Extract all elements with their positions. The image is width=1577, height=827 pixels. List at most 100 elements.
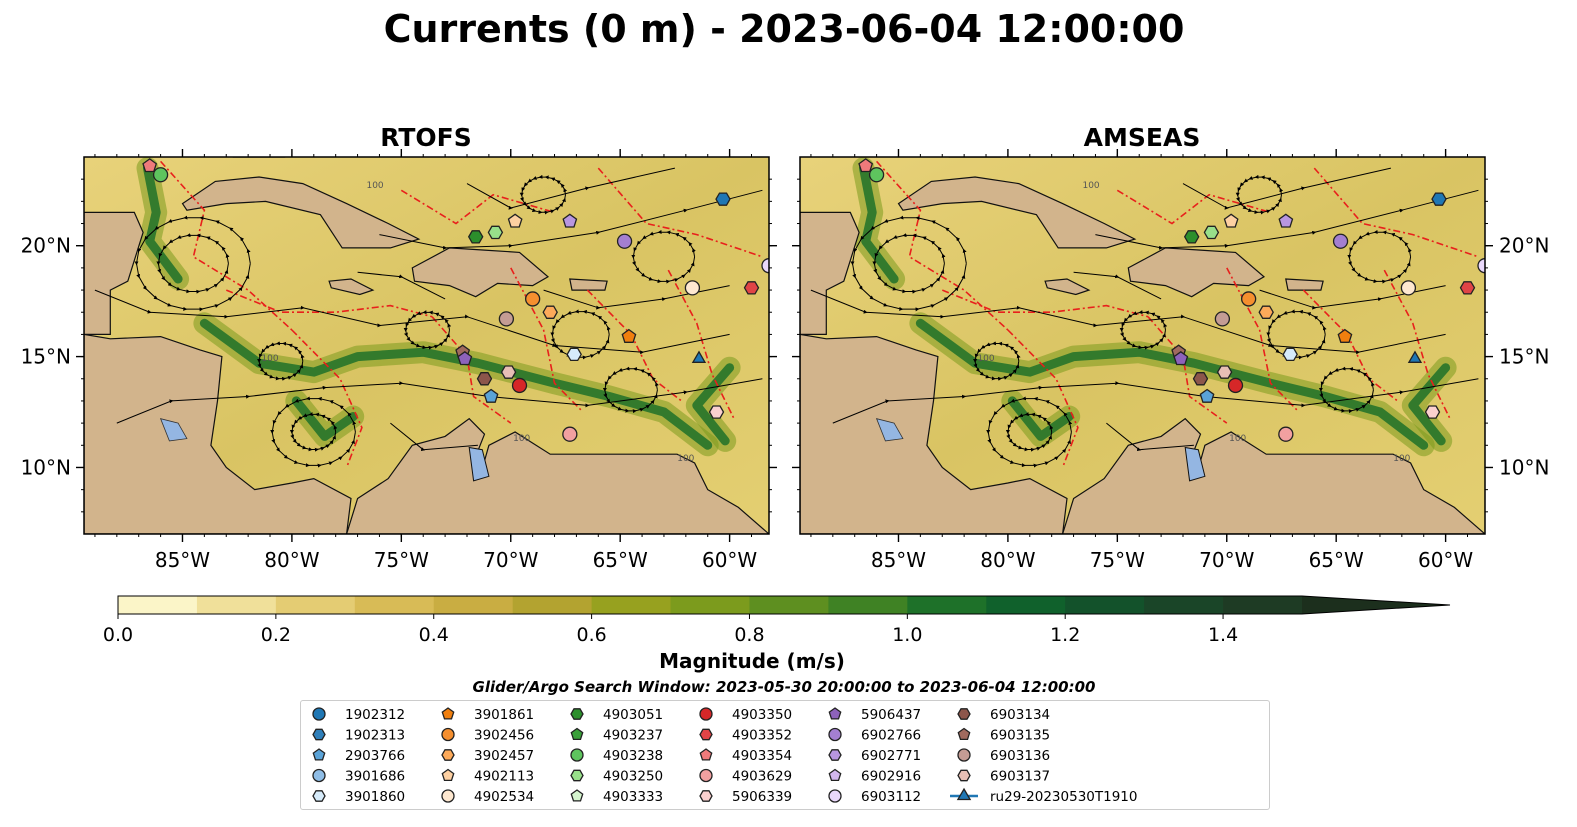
legend-marker — [828, 789, 842, 803]
amseas-lake-nicaragua — [875, 418, 904, 442]
amseas-streamline-14 — [1106, 422, 1194, 452]
colorbar-cell — [907, 596, 987, 614]
colorbar-cell — [118, 596, 198, 614]
legend-marker — [699, 748, 713, 761]
amseas-float-16 — [1173, 351, 1189, 366]
legend-marker — [957, 708, 971, 720]
rtofs-lake-maracaibo — [468, 446, 490, 482]
amseas-float-5 — [1183, 230, 1200, 244]
amseas-ytick-label: 20°N — [1499, 234, 1549, 258]
legend-marker — [441, 789, 455, 803]
rtofs-ytick-label: 20°N — [21, 234, 71, 258]
amseas-band-core-3 — [1408, 363, 1451, 446]
amseas-float-8 — [1477, 258, 1485, 274]
legend-label: 4902113 — [474, 769, 534, 785]
rtofs-float-2 — [715, 192, 731, 206]
amseas-float-13 — [1214, 311, 1231, 327]
rtofs-contour-label: 100 — [677, 454, 694, 464]
legend-marker — [312, 768, 326, 783]
amseas-map-body: 100 100 100 100 — [800, 157, 1485, 534]
legend-label: 5906437 — [861, 707, 921, 723]
rtofs-float-13 — [498, 311, 515, 327]
rtofs-float-9 — [743, 281, 760, 295]
legend-marker — [828, 768, 842, 782]
legend-label: 6903136 — [990, 748, 1050, 764]
rtofs-float-19 — [500, 365, 517, 379]
legend-marker — [570, 769, 584, 782]
legend-marker — [957, 769, 971, 782]
rtofs-float-7 — [616, 233, 633, 249]
legend-marker — [441, 768, 455, 782]
legend-label: 4903238 — [603, 748, 663, 764]
colorbar-ticks: 0.0 0.2 0.4 0.6 0.8 1.0 1.2 1.4 — [103, 614, 1238, 646]
colorbar-cell — [433, 596, 514, 614]
rtofs-float-12 — [542, 305, 558, 319]
amseas-contour-label: 100 — [1082, 181, 1099, 191]
amseas-streamline-13 — [1182, 167, 1392, 210]
legend-label: 4903354 — [732, 748, 792, 764]
rtofs-map: RTOFS 100 100 100 100 85°W 80°W 75°W 70°W 65°W 6… — [21, 123, 777, 572]
legend-label: 3902457 — [474, 748, 534, 764]
amseas-float-21 — [1199, 388, 1215, 403]
colorbar-tick-label: 0.8 — [734, 624, 764, 646]
legend-marker — [828, 707, 842, 720]
legend-marker — [312, 790, 326, 802]
legend-label: 2903766 — [345, 748, 405, 764]
amseas-float-10 — [1400, 280, 1417, 296]
rtofs-contour-label: 100 — [261, 354, 278, 364]
amseas-frame — [799, 156, 1486, 535]
rtofs-streamline-16 — [357, 271, 446, 300]
rtofs-float-11 — [524, 291, 541, 307]
rtofs-float-8 — [761, 258, 769, 274]
amseas-contour-label: 100 — [977, 354, 994, 364]
amseas-map: AMSEAS 100 100 100 100 85°W 80°W 75°W 70°W 65°W… — [792, 123, 1549, 572]
rtofs-ytick-label: 15°N — [21, 345, 71, 369]
amseas-float-6 — [1223, 213, 1239, 228]
amseas-land-0 — [897, 176, 1137, 249]
colorbar-tick-label: 1.4 — [1208, 624, 1238, 646]
colorbar-outline — [117, 595, 1451, 615]
rtofs-xtick-label: 75°W — [374, 548, 429, 572]
rtofs-band-core-3 — [692, 363, 735, 446]
legend-marker — [699, 728, 713, 741]
rtofs-float-20 — [511, 377, 528, 394]
colorbar-tick-label: 0.4 — [419, 624, 449, 646]
rtofs-land-3 — [569, 278, 608, 291]
colorbar-cell — [591, 596, 672, 614]
rtofs-float-5 — [467, 230, 484, 244]
legend: 1902312 1902313 2903766 3901686 3901860 39018… — [300, 700, 1270, 810]
amseas-xtick-label: 60°W — [1418, 548, 1473, 572]
rtofs-float-21 — [483, 388, 499, 403]
rtofs-eez-7 — [400, 189, 555, 225]
colorbar-cell — [1144, 596, 1224, 614]
rtofs-ytick-label: 10°N — [21, 455, 71, 479]
rtofs-float-22 — [691, 350, 707, 363]
colorbar-tick-label: 1.2 — [1050, 624, 1080, 646]
amseas-land-7 — [948, 157, 1002, 158]
rtofs-land-2 — [328, 278, 375, 296]
amseas-lake-maracaibo — [1184, 446, 1206, 482]
amseas-y-axis: 20°N 15°N 10°N — [792, 178, 1549, 513]
colorbar: 0.0 0.2 0.4 0.6 0.8 1.0 1.2 1.4 Magnitude (m/s) — [103, 595, 1451, 673]
colorbar-cell — [1223, 596, 1303, 614]
rtofs-float-1 — [142, 158, 158, 173]
colorbar-cells — [117, 595, 1451, 615]
amseas-ytick-label: 15°N — [1499, 345, 1549, 369]
rtofs-streamline-10 — [94, 289, 730, 355]
rtofs-float-6 — [507, 213, 523, 228]
rtofs-xtick-label: 60°W — [702, 548, 757, 572]
amseas-streamline-1 — [850, 215, 967, 312]
rtofs-eez-0 — [160, 160, 293, 331]
amseas-float-14 — [1337, 328, 1353, 343]
amseas-xtick-label: 65°W — [1309, 548, 1364, 572]
legend-marker — [312, 728, 326, 741]
rtofs-lake-nicaragua — [159, 418, 188, 442]
legend-marker — [699, 768, 713, 783]
rtofs-eez-6 — [667, 269, 735, 420]
amseas-eez-7 — [1116, 189, 1271, 225]
legend-label: 1902312 — [345, 707, 405, 723]
amseas-float-22 — [1407, 350, 1423, 363]
colorbar-label: Magnitude (m/s) — [659, 649, 845, 673]
amseas-streamline-16 — [1073, 271, 1162, 300]
amseas-xtick-label: 75°W — [1090, 548, 1145, 572]
